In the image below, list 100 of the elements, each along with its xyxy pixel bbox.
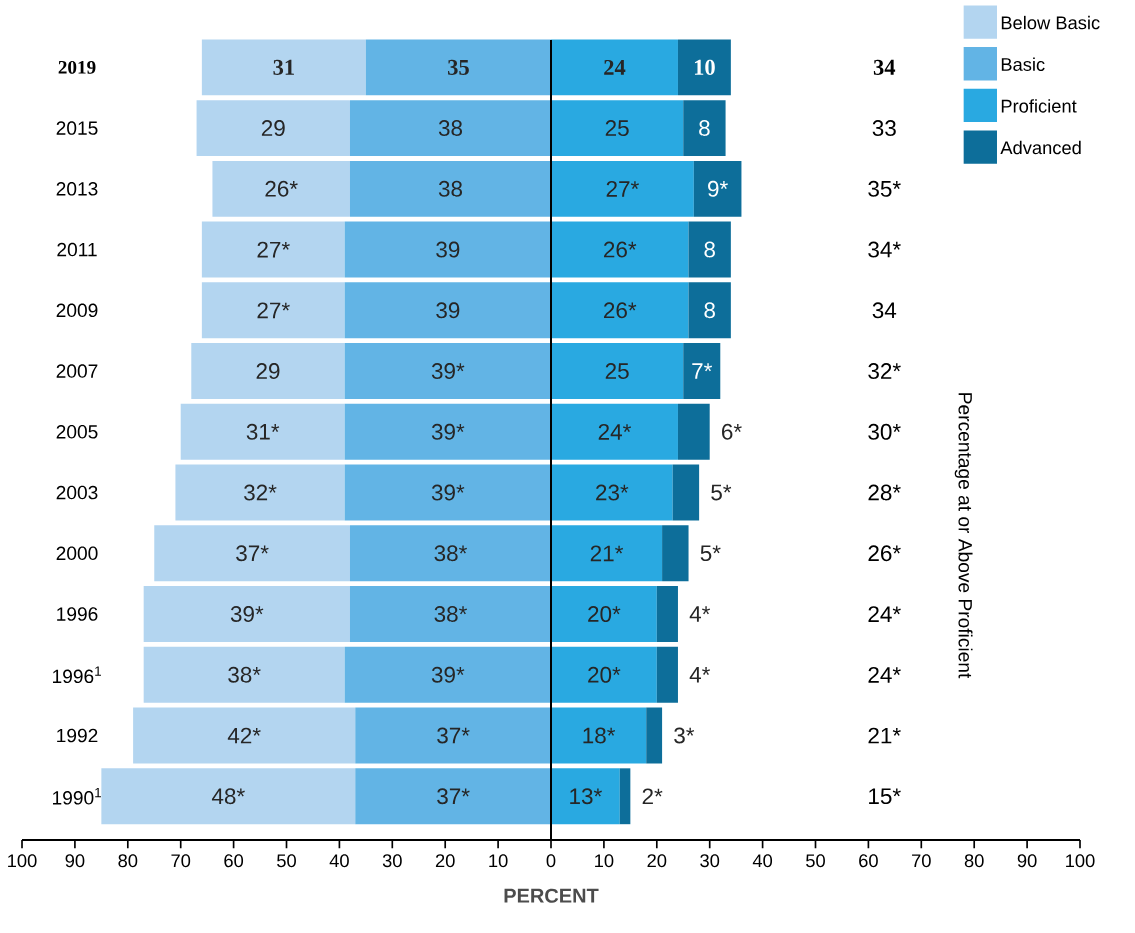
bar xyxy=(688,221,731,278)
y-tick-label: 2000 xyxy=(56,546,98,561)
data-label: 7* xyxy=(692,363,713,379)
data-label: 20* xyxy=(588,606,621,622)
bar xyxy=(688,282,731,339)
bar xyxy=(180,403,345,460)
annotation: 34* xyxy=(868,241,901,258)
bar xyxy=(551,525,663,582)
y-tick-label: 1992 xyxy=(57,728,98,743)
data-label: 18* xyxy=(583,727,616,744)
bar xyxy=(143,646,345,703)
y-tick-label: 2007 xyxy=(56,364,98,378)
bar xyxy=(349,100,551,157)
x-tick-label: 100 xyxy=(8,854,37,868)
bar xyxy=(101,768,356,825)
y2-axis-title: Percentage at or Above Proficient xyxy=(954,393,973,679)
bar xyxy=(551,39,678,96)
bar xyxy=(201,39,366,96)
x-tick-label: 100 xyxy=(1066,854,1095,868)
bar xyxy=(191,343,345,399)
data-label: 25 xyxy=(605,120,629,137)
data-label: 39* xyxy=(230,606,264,622)
annotation: 32* xyxy=(868,363,901,380)
bar xyxy=(212,160,350,217)
data-label: 8 xyxy=(704,302,715,319)
y-tick-label: 2015 xyxy=(56,121,98,135)
bar xyxy=(551,221,689,278)
bar xyxy=(349,160,551,217)
data-label: 29 xyxy=(261,120,285,137)
bar xyxy=(551,282,689,339)
data-label: 27* xyxy=(257,241,290,258)
data-label: 39* xyxy=(431,363,465,380)
y-tick-label: 1996$^{1}$ xyxy=(53,666,101,684)
data-label: 21* xyxy=(590,545,624,562)
x-tick-label: 10 xyxy=(595,854,614,868)
data-label: 20* xyxy=(588,666,621,683)
data-label: 37* xyxy=(437,788,470,805)
data-label: 26* xyxy=(604,241,637,258)
annotation: 35* xyxy=(868,180,901,197)
y-tick-label: 2011 xyxy=(57,242,97,257)
bar xyxy=(201,221,345,278)
x-tick-label: 20 xyxy=(647,854,667,868)
data-label: 42* xyxy=(227,727,261,744)
bar xyxy=(672,464,700,521)
bar xyxy=(344,343,551,399)
bar xyxy=(154,525,350,582)
bar xyxy=(656,646,678,703)
x-axis-title: PERCENT xyxy=(504,888,599,903)
bar xyxy=(175,464,345,521)
annotation: 34 xyxy=(873,59,896,75)
data-label: 10 xyxy=(694,59,715,75)
bar xyxy=(551,403,678,460)
legend-label: Basic xyxy=(1001,57,1045,71)
x-tick-label: 80 xyxy=(964,854,984,868)
y-tick-label: 2003 xyxy=(56,485,98,500)
bar xyxy=(551,707,647,764)
x-tick-label: 40 xyxy=(329,854,349,868)
bar xyxy=(349,586,551,642)
x-tick-label: 60 xyxy=(224,854,244,868)
bar xyxy=(355,768,551,825)
bar xyxy=(344,646,551,703)
data-label: 31* xyxy=(246,423,280,440)
data-label: 13* xyxy=(570,788,602,805)
annotation: 28* xyxy=(868,484,901,501)
bar xyxy=(196,100,350,157)
data-label: 38 xyxy=(438,180,463,197)
data-label: 37* xyxy=(236,545,269,562)
x-tick-label: 30 xyxy=(700,854,720,868)
data-label: 39 xyxy=(436,302,460,319)
data-label: 37* xyxy=(437,727,470,744)
x-tick-label: 80 xyxy=(118,854,138,868)
data-label: 25 xyxy=(605,363,629,380)
data-label: 38 xyxy=(438,120,463,137)
x-tick-label: 70 xyxy=(171,854,191,868)
bar xyxy=(551,343,684,399)
x-tick-label: 20 xyxy=(435,854,455,868)
bar xyxy=(551,464,673,521)
bar xyxy=(677,39,731,96)
bar xyxy=(344,282,551,339)
data-label: 5* xyxy=(711,484,732,501)
data-label: 32* xyxy=(244,484,277,501)
annotation: 34 xyxy=(872,302,897,319)
bar xyxy=(693,160,742,217)
x-tick-label: 0 xyxy=(546,854,556,868)
bar xyxy=(662,525,689,582)
bar xyxy=(133,707,356,764)
data-label: 26* xyxy=(604,302,637,319)
data-label: 24* xyxy=(598,423,632,440)
data-label: 39* xyxy=(431,423,465,440)
bar xyxy=(344,403,551,460)
data-label: 39* xyxy=(431,666,465,683)
annotation: 15* xyxy=(869,788,901,805)
data-label: 39 xyxy=(436,241,460,258)
data-label: 27* xyxy=(606,180,639,197)
bar xyxy=(551,768,620,825)
data-label: 9* xyxy=(708,180,728,197)
bar xyxy=(656,586,678,642)
x-tick-label: 50 xyxy=(277,854,296,868)
x-tick-label: 60 xyxy=(859,854,878,868)
bar xyxy=(551,160,694,217)
